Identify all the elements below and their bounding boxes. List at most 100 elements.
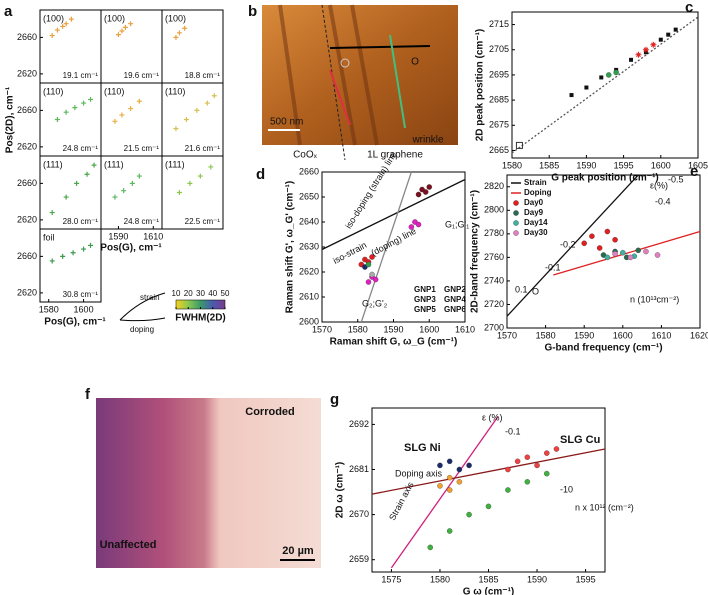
annotation: Doping axis bbox=[395, 468, 443, 478]
x-tick-label: 1605 bbox=[688, 160, 708, 170]
x-tick-label: 1585 bbox=[478, 574, 498, 584]
y-tick-label: 2620 bbox=[17, 141, 37, 151]
point bbox=[456, 479, 463, 485]
point bbox=[642, 46, 649, 53]
point bbox=[74, 180, 80, 186]
legend-swatch bbox=[513, 200, 519, 206]
x-tick-label: 1580 bbox=[39, 304, 59, 314]
point bbox=[408, 224, 415, 230]
x-axis-label: Pos(G), cm⁻¹ bbox=[44, 317, 106, 328]
legend-label: Day30 bbox=[524, 228, 548, 237]
x-tick-label: 1600 bbox=[74, 304, 94, 314]
trend-line bbox=[511, 16, 699, 154]
point bbox=[60, 253, 66, 259]
x-tick-label: 1575 bbox=[381, 574, 401, 584]
y-tick-label: 2640 bbox=[299, 216, 319, 226]
panel-letter: a bbox=[4, 3, 13, 20]
x-tick-label: 1590 bbox=[574, 330, 594, 340]
point bbox=[60, 23, 66, 29]
point bbox=[612, 251, 618, 257]
x-tick-label: 1620 bbox=[690, 330, 708, 340]
annotation: SLG Cu bbox=[560, 434, 600, 446]
legend-label: GNP5 bbox=[414, 305, 436, 314]
point bbox=[70, 250, 76, 256]
y-tick-label: 2780 bbox=[484, 228, 504, 238]
fwhm-label: 24.8 cm⁻¹ bbox=[63, 144, 99, 153]
legend-label: GNP4 bbox=[444, 295, 466, 304]
point bbox=[456, 466, 463, 473]
y-tick-label: 2659 bbox=[349, 554, 369, 564]
y-tick-label: 2650 bbox=[299, 191, 319, 201]
image-label: wrinkle bbox=[411, 135, 444, 146]
x-tick-label: 1600 bbox=[613, 330, 633, 340]
point bbox=[604, 228, 611, 235]
y-tick-label: 2660 bbox=[17, 105, 37, 115]
legend-label: GNP6 bbox=[444, 305, 466, 314]
point bbox=[173, 34, 179, 40]
point bbox=[115, 32, 121, 38]
fwhm-label: 28.0 cm⁻¹ bbox=[63, 217, 99, 226]
colorbar-tick-label: 50 bbox=[221, 289, 230, 298]
annotation: G₁;G'₁ bbox=[445, 219, 469, 229]
point bbox=[72, 105, 78, 111]
point bbox=[122, 24, 128, 30]
point bbox=[49, 210, 55, 216]
point bbox=[415, 221, 422, 228]
legend-label: Day14 bbox=[524, 218, 548, 227]
image-label: Corroded bbox=[245, 406, 295, 418]
colorbar-tick-label: 30 bbox=[196, 289, 205, 298]
legend-label: GNP3 bbox=[414, 295, 436, 304]
point bbox=[128, 106, 134, 112]
panel-letter: d bbox=[256, 166, 265, 183]
point bbox=[63, 21, 69, 27]
y-tick-label: 2675 bbox=[489, 120, 509, 130]
subplot-label: (110) bbox=[165, 86, 185, 96]
point bbox=[553, 446, 560, 452]
x-tick-label: 1590 bbox=[383, 324, 403, 334]
colorbar-tick-label: 20 bbox=[184, 289, 193, 298]
y-tick-label: 2630 bbox=[299, 241, 319, 251]
subplot-label: (100) bbox=[165, 13, 186, 23]
x-axis-label: G ω (cm⁻¹) bbox=[463, 587, 515, 595]
panel-letter: g bbox=[330, 391, 339, 408]
point bbox=[365, 279, 372, 285]
point bbox=[604, 254, 611, 261]
point bbox=[613, 69, 619, 76]
x-tick-label: 1600 bbox=[419, 324, 439, 334]
x-tick-label: 1610 bbox=[455, 324, 475, 334]
fwhm-label: 22.5 cm⁻¹ bbox=[185, 217, 221, 226]
y-tick-label: 2820 bbox=[484, 181, 504, 191]
y-tick-label: 2660 bbox=[299, 166, 319, 176]
y-axis-label: Pos(2D), cm⁻¹ bbox=[5, 86, 16, 153]
legend-label: Strain bbox=[524, 178, 547, 187]
trend-line bbox=[506, 174, 639, 317]
trend-line bbox=[321, 178, 466, 251]
y-tick-label: 2610 bbox=[299, 291, 319, 301]
legend-label: Day9 bbox=[524, 208, 544, 217]
y-tick-label: 2665 bbox=[489, 145, 509, 155]
y-tick-label: 2620 bbox=[17, 68, 37, 78]
point bbox=[121, 188, 127, 194]
optical-image bbox=[96, 398, 321, 568]
colorbar-label: FWHM(2D) bbox=[175, 313, 226, 324]
arrow-label: doping bbox=[130, 325, 154, 334]
point bbox=[485, 503, 492, 510]
image-label: CoOₓ bbox=[293, 150, 318, 161]
point bbox=[666, 32, 671, 37]
plot-frame bbox=[511, 11, 699, 159]
point bbox=[534, 462, 540, 469]
point bbox=[176, 30, 182, 36]
subplot-frame bbox=[161, 155, 224, 230]
panel-b bbox=[262, 4, 458, 161]
panel-letter: b bbox=[248, 3, 257, 20]
legend-label: GNP2 bbox=[444, 285, 466, 294]
trend-line bbox=[553, 230, 701, 276]
point bbox=[437, 462, 443, 469]
colorbar-tick-label: 40 bbox=[208, 289, 217, 298]
arrow bbox=[389, 34, 406, 129]
annotation: -0.2 bbox=[560, 239, 576, 249]
x-axis-label: Pos(G), cm⁻¹ bbox=[100, 243, 162, 254]
annotation: -0.1 bbox=[545, 262, 561, 272]
y-tick-label: 2760 bbox=[484, 252, 504, 262]
annotation: 0.1 bbox=[515, 284, 528, 294]
